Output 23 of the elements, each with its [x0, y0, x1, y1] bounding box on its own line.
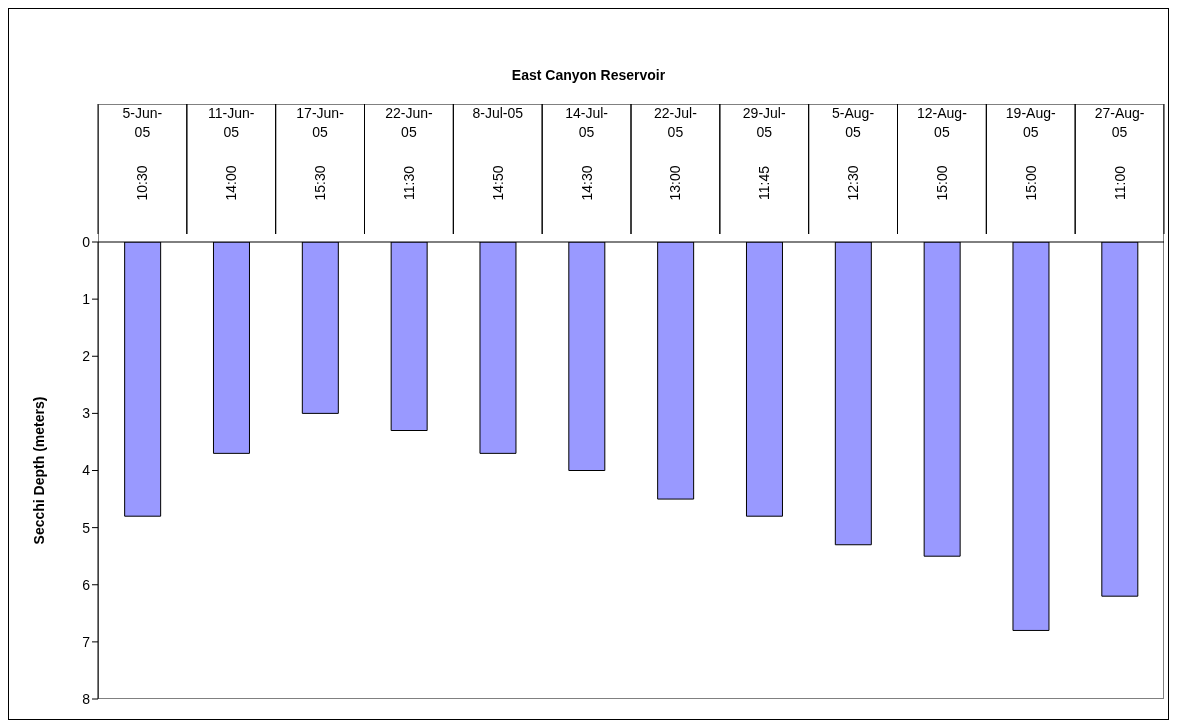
- chart-title: East Canyon Reservoir: [510, 66, 667, 85]
- category-label: 17-Jun-05 15:30: [296, 105, 344, 201]
- category-label: 8-Jul-05 14:50: [472, 105, 524, 201]
- category-label: 27-Aug-05 11:00: [1094, 105, 1145, 200]
- y-axis-title: Secchi Depth (meters): [30, 396, 47, 545]
- category-label: 22-Jul-05 13:00: [654, 105, 697, 201]
- y-tick-label: 0: [82, 233, 91, 250]
- category-label: 12-Aug-05 15:00: [917, 105, 967, 201]
- category-label: 5-Aug-05 12:30: [832, 105, 875, 201]
- y-tick-label: 3: [82, 405, 91, 422]
- category-label: 5-Jun-05 10:30: [122, 105, 163, 201]
- y-tick-label: 2: [82, 348, 91, 365]
- category-label: 22-Jun-05 11:30: [385, 105, 433, 200]
- category-label: 19-Aug-05 15:00: [1005, 105, 1056, 201]
- category-label: 14-Jul-05 14:30: [565, 105, 608, 201]
- y-tick-label: 6: [82, 576, 91, 593]
- y-tick-label: 1: [82, 291, 91, 308]
- category-label: 29-Jul-05 11:45: [742, 105, 786, 200]
- y-tick-label: 5: [82, 519, 91, 536]
- y-tick-label: 7: [82, 633, 91, 650]
- y-tick-label: 4: [82, 462, 91, 479]
- y-tick-label: 8: [82, 690, 91, 707]
- category-label: 11-Jun-05 14:00: [208, 105, 255, 201]
